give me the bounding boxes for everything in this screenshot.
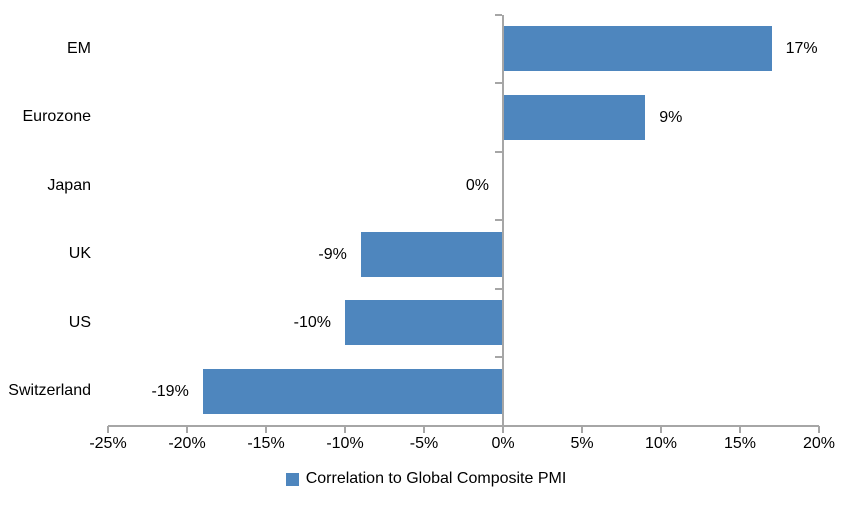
category-label: Switzerland [8,382,91,399]
x-axis-tick [818,425,820,433]
x-axis-tick-label: -5% [409,435,439,452]
x-axis-tick [423,425,425,433]
value-label: 9% [659,108,683,126]
y-axis-tick [495,287,502,290]
y-axis-line [502,14,504,426]
x-axis-tick-label: -20% [168,435,206,452]
bar [503,94,646,140]
x-axis-tick [265,425,267,433]
value-label: -10% [293,314,331,332]
x-axis-tick [660,425,662,433]
legend: Correlation to Global Composite PMI [0,466,852,492]
x-axis-line [108,424,819,427]
y-axis-tick [495,13,502,16]
category-label: Eurozone [22,108,92,125]
bar [345,300,503,346]
x-axis-tick-label: 15% [723,435,757,452]
bar [503,26,772,72]
x-axis-tick-label: 5% [570,435,594,452]
bar [202,368,503,414]
value-label: 0% [465,177,489,195]
y-axis-tick [495,219,502,221]
bar [360,231,503,277]
value-label: 17% [785,40,818,58]
x-axis-tick [107,425,109,433]
category-label: Japan [47,176,91,194]
y-axis-tick [495,82,502,84]
value-label: -9% [318,245,347,263]
x-axis-tick-label: -10% [326,435,364,452]
x-axis-tick [344,425,346,433]
x-axis-tick-label: -25% [89,435,127,452]
x-axis-tick [186,425,188,433]
value-label: -19% [151,382,189,400]
legend-swatch-icon [285,472,299,486]
x-axis-tick-label: -15% [247,435,285,452]
x-axis-tick [739,425,741,433]
y-axis-tick [495,356,502,358]
x-axis-tick [502,425,504,433]
x-axis-tick [581,425,583,433]
x-axis-tick-label: 0% [491,435,515,452]
legend-label: Correlation to Global Composite PMI [305,470,567,487]
x-axis-tick-label: 20% [802,435,836,452]
category-label: US [68,313,91,331]
x-axis-tick-label: 10% [644,435,678,452]
category-label: EM [67,39,91,57]
y-axis-tick [495,150,502,153]
category-label: UK [68,245,91,262]
